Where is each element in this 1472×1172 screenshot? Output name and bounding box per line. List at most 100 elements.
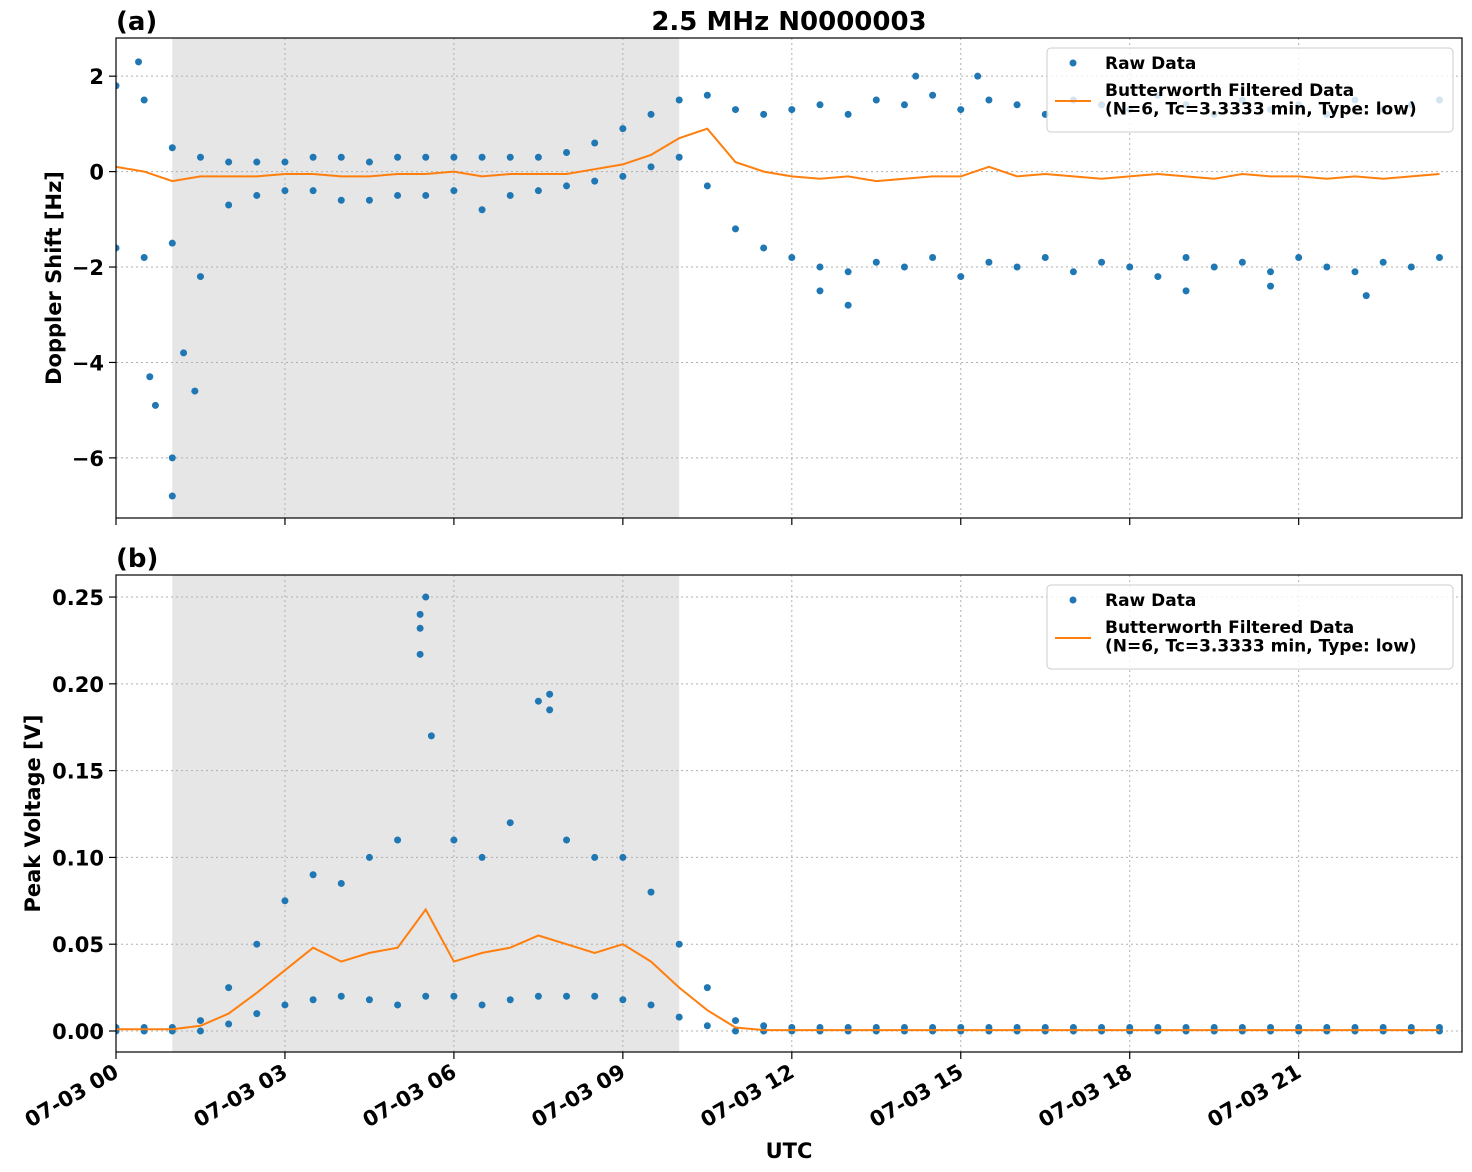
raw-point <box>1126 263 1134 271</box>
raw-point <box>196 153 204 161</box>
raw-point <box>1069 268 1077 276</box>
raw-point <box>957 273 965 281</box>
raw-point <box>135 58 143 66</box>
raw-point <box>731 106 739 114</box>
y-tick-label: 0.15 <box>52 760 104 784</box>
raw-point <box>534 992 542 1000</box>
raw-point <box>168 492 176 500</box>
raw-point <box>478 853 486 861</box>
raw-point <box>844 301 852 309</box>
raw-point <box>253 940 261 948</box>
raw-point <box>506 153 514 161</box>
raw-point <box>1098 258 1106 266</box>
raw-point <box>1362 292 1370 300</box>
filtered-line <box>116 907 1440 1032</box>
y-tick-label: 0.10 <box>52 846 104 870</box>
raw-point <box>281 1001 289 1009</box>
raw-point <box>478 1001 486 1009</box>
raw-point <box>731 1027 739 1035</box>
x-axis-label: UTC <box>766 1139 813 1163</box>
shaded-span <box>172 38 680 518</box>
raw-point <box>281 158 289 166</box>
legend-label: Raw Data <box>1105 591 1196 611</box>
raw-point <box>309 871 317 879</box>
y-tick-label: 0.05 <box>52 933 104 957</box>
raw-point <box>760 244 768 252</box>
raw-point <box>478 206 486 214</box>
raw-point <box>1407 263 1415 271</box>
raw-point <box>760 110 768 118</box>
raw-point <box>647 1001 655 1009</box>
raw-point <box>563 149 571 157</box>
raw-point <box>647 888 655 896</box>
raw-point <box>563 992 571 1000</box>
raw-point <box>337 153 345 161</box>
raw-point <box>422 153 430 161</box>
raw-point <box>546 690 554 698</box>
raw-point <box>1013 263 1021 271</box>
raw-point <box>253 158 261 166</box>
raw-point <box>225 201 233 209</box>
raw-point <box>506 996 514 1004</box>
raw-point <box>253 191 261 199</box>
raw-point <box>563 182 571 190</box>
raw-point <box>309 187 317 195</box>
y-tick-label: −6 <box>72 447 104 471</box>
raw-point <box>703 182 711 190</box>
legend-label: Butterworth Filtered Data (N=6, Tc=3.3333… <box>1105 81 1417 120</box>
raw-point <box>929 91 937 99</box>
y-tick-label: 0.25 <box>52 586 104 610</box>
x-tick-label: 07-03 21 <box>1203 1060 1305 1133</box>
raw-point <box>506 819 514 827</box>
legend-label: Butterworth Filtered Data (N=6, Tc=3.3333… <box>1105 618 1417 657</box>
legend-box <box>1046 584 1454 670</box>
raw-point <box>365 196 373 204</box>
raw-point <box>180 349 188 357</box>
y-axis-label: Doppler Shift [Hz] <box>42 171 66 385</box>
raw-point <box>844 110 852 118</box>
raw-point <box>647 163 655 171</box>
raw-point <box>985 96 993 104</box>
raw-point <box>140 96 148 104</box>
raw-point <box>309 153 317 161</box>
raw-point <box>844 268 852 276</box>
raw-point <box>196 1017 204 1025</box>
x-tick-label: 07-03 18 <box>1034 1060 1136 1133</box>
raw-point <box>151 401 159 409</box>
raw-point <box>1351 268 1359 276</box>
raw-point <box>506 191 514 199</box>
raw-point <box>675 940 683 948</box>
raw-point <box>912 72 920 80</box>
raw-point <box>225 984 233 992</box>
raw-point <box>1041 253 1049 261</box>
raw-point <box>1154 273 1162 281</box>
raw-point <box>450 153 458 161</box>
raw-point <box>337 992 345 1000</box>
legend-box <box>1046 47 1454 133</box>
raw-point <box>591 139 599 147</box>
raw-point <box>337 196 345 204</box>
raw-point <box>365 996 373 1004</box>
raw-point <box>534 697 542 705</box>
raw-point <box>974 72 982 80</box>
raw-point <box>416 624 424 632</box>
raw-point <box>422 992 430 1000</box>
raw-point <box>872 258 880 266</box>
raw-point <box>116 244 120 252</box>
raw-point <box>478 153 486 161</box>
raw-point <box>1295 253 1303 261</box>
plot-area <box>116 38 1462 518</box>
raw-point <box>619 172 627 180</box>
raw-point <box>1013 101 1021 109</box>
raw-point <box>191 387 199 395</box>
chart-title: 2.5 MHz N0000003 <box>651 7 926 37</box>
raw-point <box>647 110 655 118</box>
raw-point <box>196 1027 204 1035</box>
raw-point <box>675 153 683 161</box>
raw-point <box>365 158 373 166</box>
raw-point <box>146 373 154 381</box>
raw-point <box>422 191 430 199</box>
x-tick-label: 07-03 06 <box>359 1060 461 1133</box>
